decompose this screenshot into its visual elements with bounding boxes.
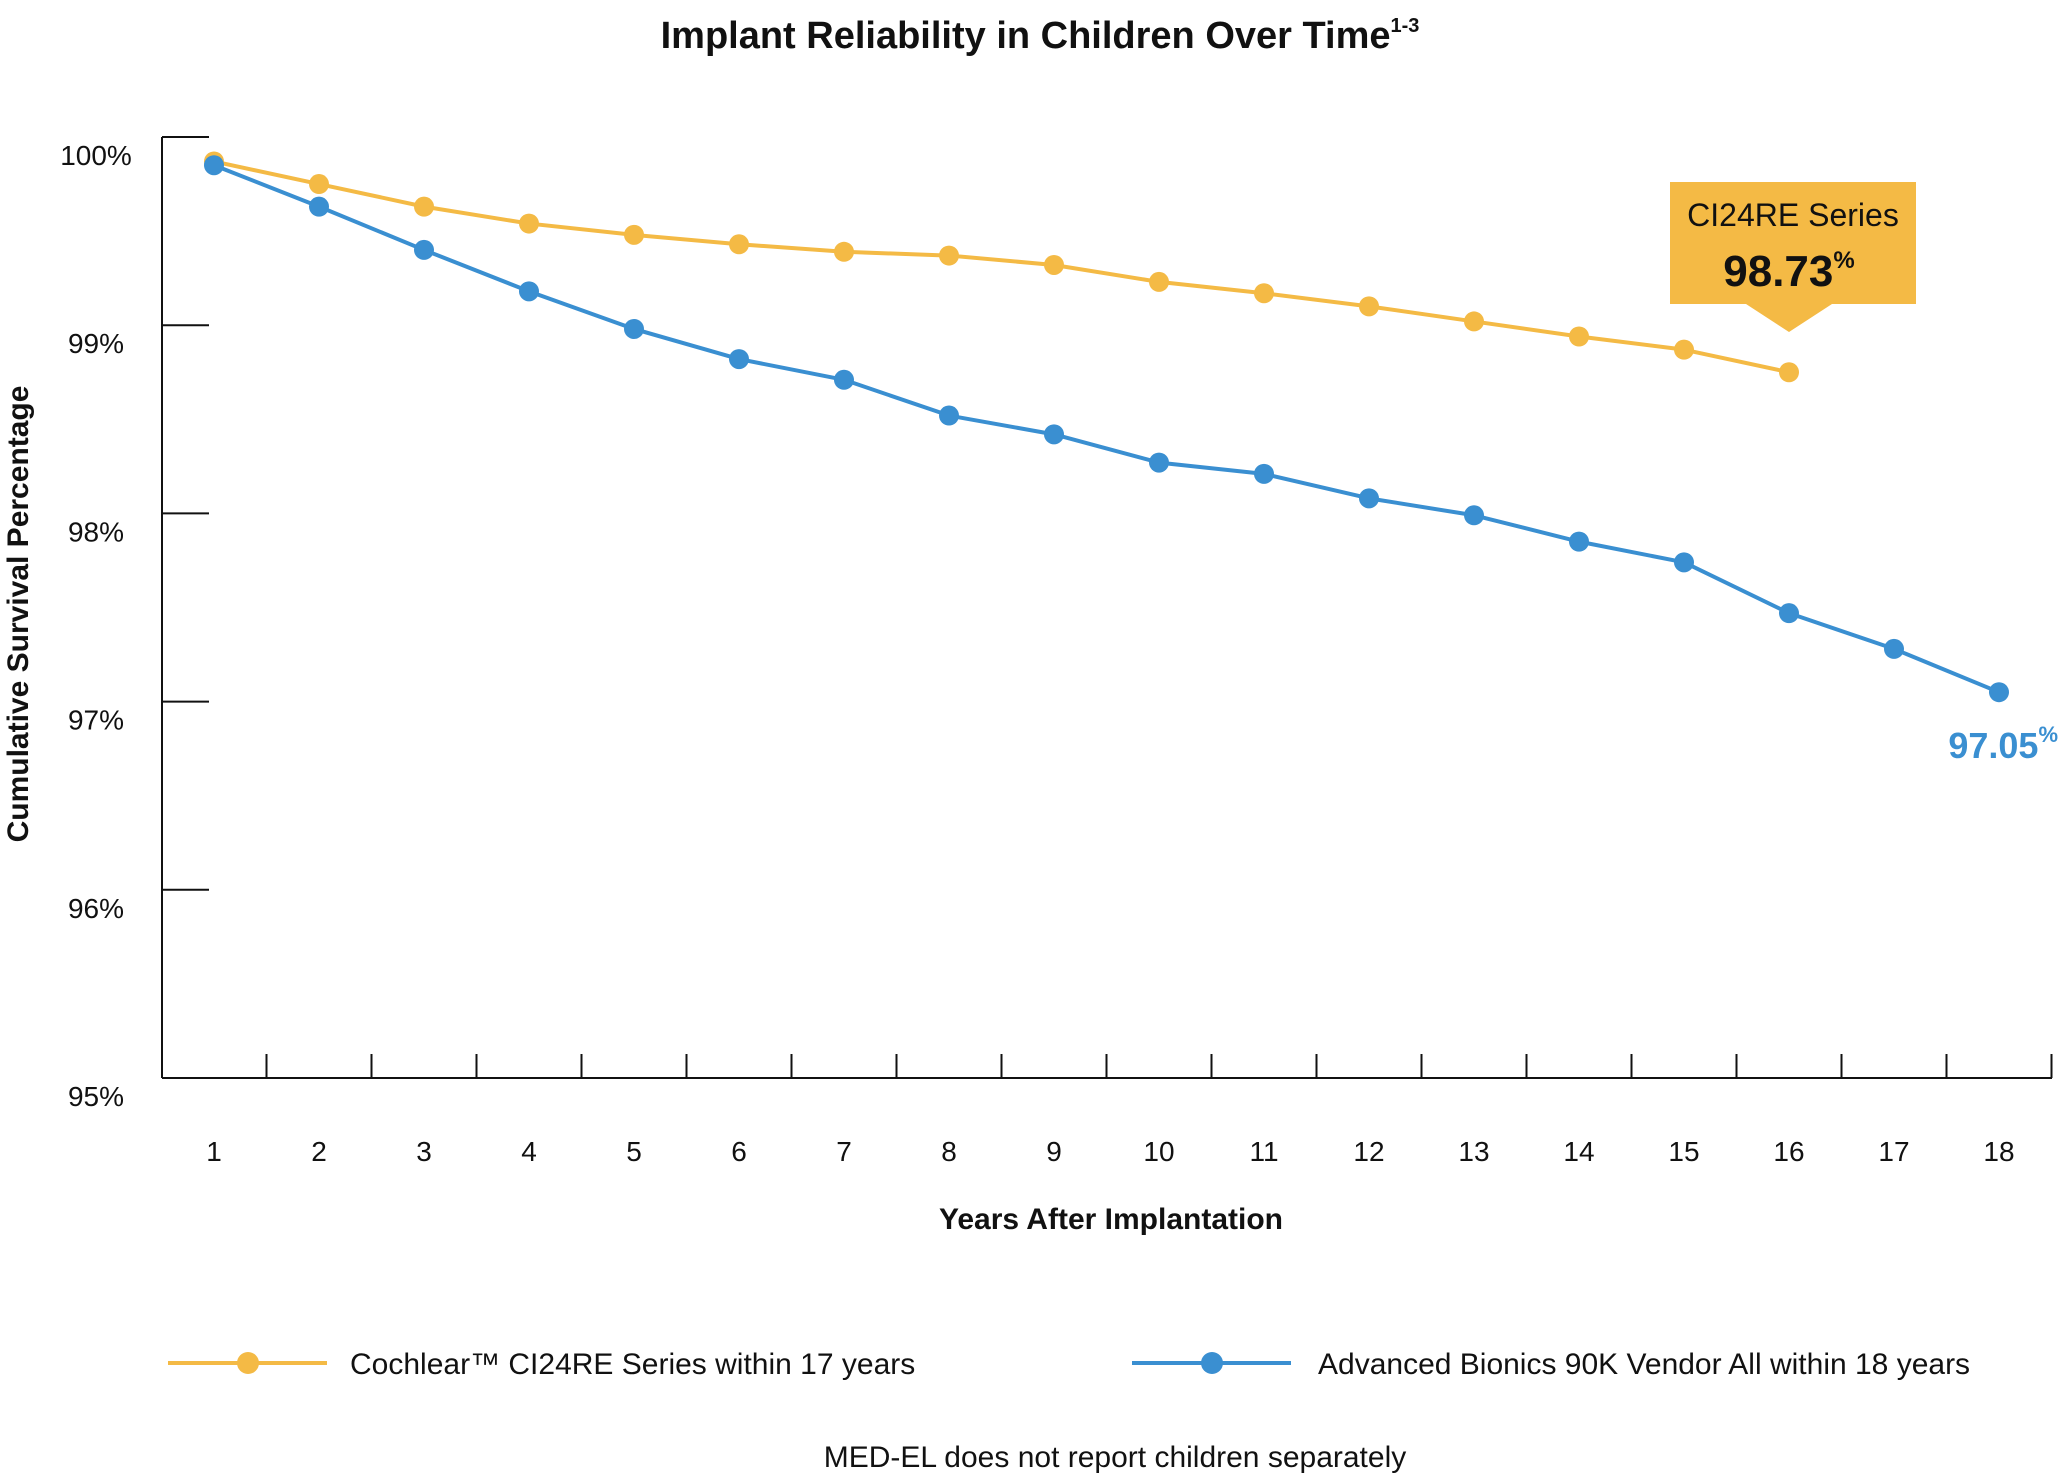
series-0-point-4	[519, 213, 539, 234]
x-tick-label-17: 17	[1878, 1136, 1909, 1167]
callout-series-name: CI24RE Series	[1687, 197, 1899, 233]
series-0-point-14	[1569, 326, 1589, 347]
x-tick-label-3: 3	[416, 1136, 432, 1167]
x-tick-label-2: 2	[311, 1136, 327, 1167]
chart-title: Implant Reliability in Children Over Tim…	[661, 15, 1420, 57]
x-tick-label-12: 12	[1353, 1136, 1384, 1167]
series-0-point-6	[729, 234, 749, 255]
series-1	[204, 155, 2009, 703]
x-tick-label-13: 13	[1458, 1136, 1489, 1167]
series-0-point-12	[1359, 296, 1379, 317]
footnote: MED-EL does not report children separate…	[824, 1441, 1407, 1474]
legend-label-0: Cochlear™ CI24RE Series within 17 years	[350, 1348, 915, 1381]
y-axis-title: Cumulative Survival Percentage	[2, 386, 35, 843]
series-0-line	[213, 159, 1790, 375]
series-0-point-13	[1464, 311, 1484, 332]
callout-box	[1670, 182, 1916, 332]
callout: CI24RE Series 98.73%	[1670, 182, 1916, 332]
series-1-line	[213, 163, 2000, 695]
end-value-number: 97.05	[1948, 725, 2038, 766]
y-tick-label-99: 99%	[68, 328, 124, 359]
y-tick-label-100: 100%	[60, 140, 132, 171]
x-axis-title: Years After Implantation	[939, 1203, 1283, 1236]
x-tick-label-14: 14	[1563, 1136, 1594, 1167]
x-tick-label-1: 1	[206, 1136, 222, 1167]
callout-value: 98.73%	[1723, 247, 1854, 296]
series-1-point-14	[1569, 531, 1589, 552]
x-tick-label-16: 16	[1773, 1136, 1804, 1167]
x-tick-label-9: 9	[1046, 1136, 1062, 1167]
series-1-point-10	[1149, 452, 1169, 473]
x-tick-label-8: 8	[941, 1136, 957, 1167]
callout-value-number: 98.73	[1723, 247, 1833, 296]
series-1-point-2	[309, 196, 329, 217]
series-1-point-9	[1044, 424, 1064, 445]
x-tick-label-15: 15	[1668, 1136, 1699, 1167]
chart-title-superscript: 1-3	[1391, 15, 1420, 37]
series-layer	[204, 151, 2009, 703]
series-0-point-15	[1674, 339, 1694, 360]
legend: Cochlear™ CI24RE Series within 17 years A…	[168, 1348, 1970, 1381]
series-0-point-7	[834, 241, 854, 262]
series-1-point-15	[1674, 552, 1694, 573]
y-tick-label-98: 98%	[68, 516, 124, 547]
axes: 100%99%98%97%96%95%1 2 3 4 5 6 7 8 9 10 11 12 13 14 15…	[2, 136, 2053, 1236]
series-1-point-7	[834, 369, 854, 390]
series-1-point-3	[414, 239, 434, 260]
series-1-point-1	[204, 155, 224, 176]
series-1-point-12	[1359, 488, 1379, 509]
legend-swatch-marker-0	[237, 1352, 259, 1374]
y-tick-label-97: 97%	[68, 705, 124, 736]
legend-label-1: Advanced Bionics 90K Vendor All within 1…	[1318, 1348, 1970, 1381]
x-tick-label-4: 4	[521, 1136, 537, 1167]
series-0	[204, 151, 1799, 383]
end-value-unit: %	[2038, 722, 2058, 747]
series-0-point-3	[414, 196, 434, 217]
x-tick-label-18: 18	[1983, 1136, 2014, 1167]
series-1-point-5	[624, 318, 644, 339]
end-value-label: 97.05%	[1948, 722, 2058, 766]
series-1-point-8	[939, 405, 959, 426]
series-1-point-18	[1989, 682, 2009, 703]
callout-value-unit: %	[1833, 247, 1854, 274]
series-0-point-5	[624, 224, 644, 245]
legend-swatch-marker-1	[1201, 1352, 1223, 1374]
series-0-point-11	[1254, 283, 1274, 304]
series-0-point-10	[1149, 271, 1169, 292]
x-tick-label-10: 10	[1143, 1136, 1174, 1167]
x-tick-label-5: 5	[626, 1136, 642, 1167]
x-tick-label-11: 11	[1249, 1136, 1278, 1167]
x-tick-label-6: 6	[731, 1136, 747, 1167]
series-1-point-13	[1464, 505, 1484, 526]
series-1-point-17	[1884, 638, 1904, 659]
series-0-point-9	[1044, 254, 1064, 275]
series-0-point-2	[309, 174, 329, 195]
series-0-point-8	[939, 245, 959, 266]
x-tick-label-7: 7	[836, 1136, 852, 1167]
legend-item-0: Cochlear™ CI24RE Series within 17 years	[168, 1348, 915, 1381]
series-1-point-6	[729, 349, 749, 370]
y-tick-label-96: 96%	[68, 893, 124, 924]
series-1-point-16	[1779, 603, 1799, 624]
chart-title-text: Implant Reliability in Children Over Tim…	[661, 15, 1391, 57]
y-tick-label-95: 95%	[68, 1081, 124, 1112]
series-1-point-11	[1254, 463, 1274, 484]
legend-item-1: Advanced Bionics 90K Vendor All within 1…	[1132, 1348, 1970, 1381]
series-1-point-4	[519, 281, 539, 302]
series-0-point-16	[1779, 362, 1799, 383]
